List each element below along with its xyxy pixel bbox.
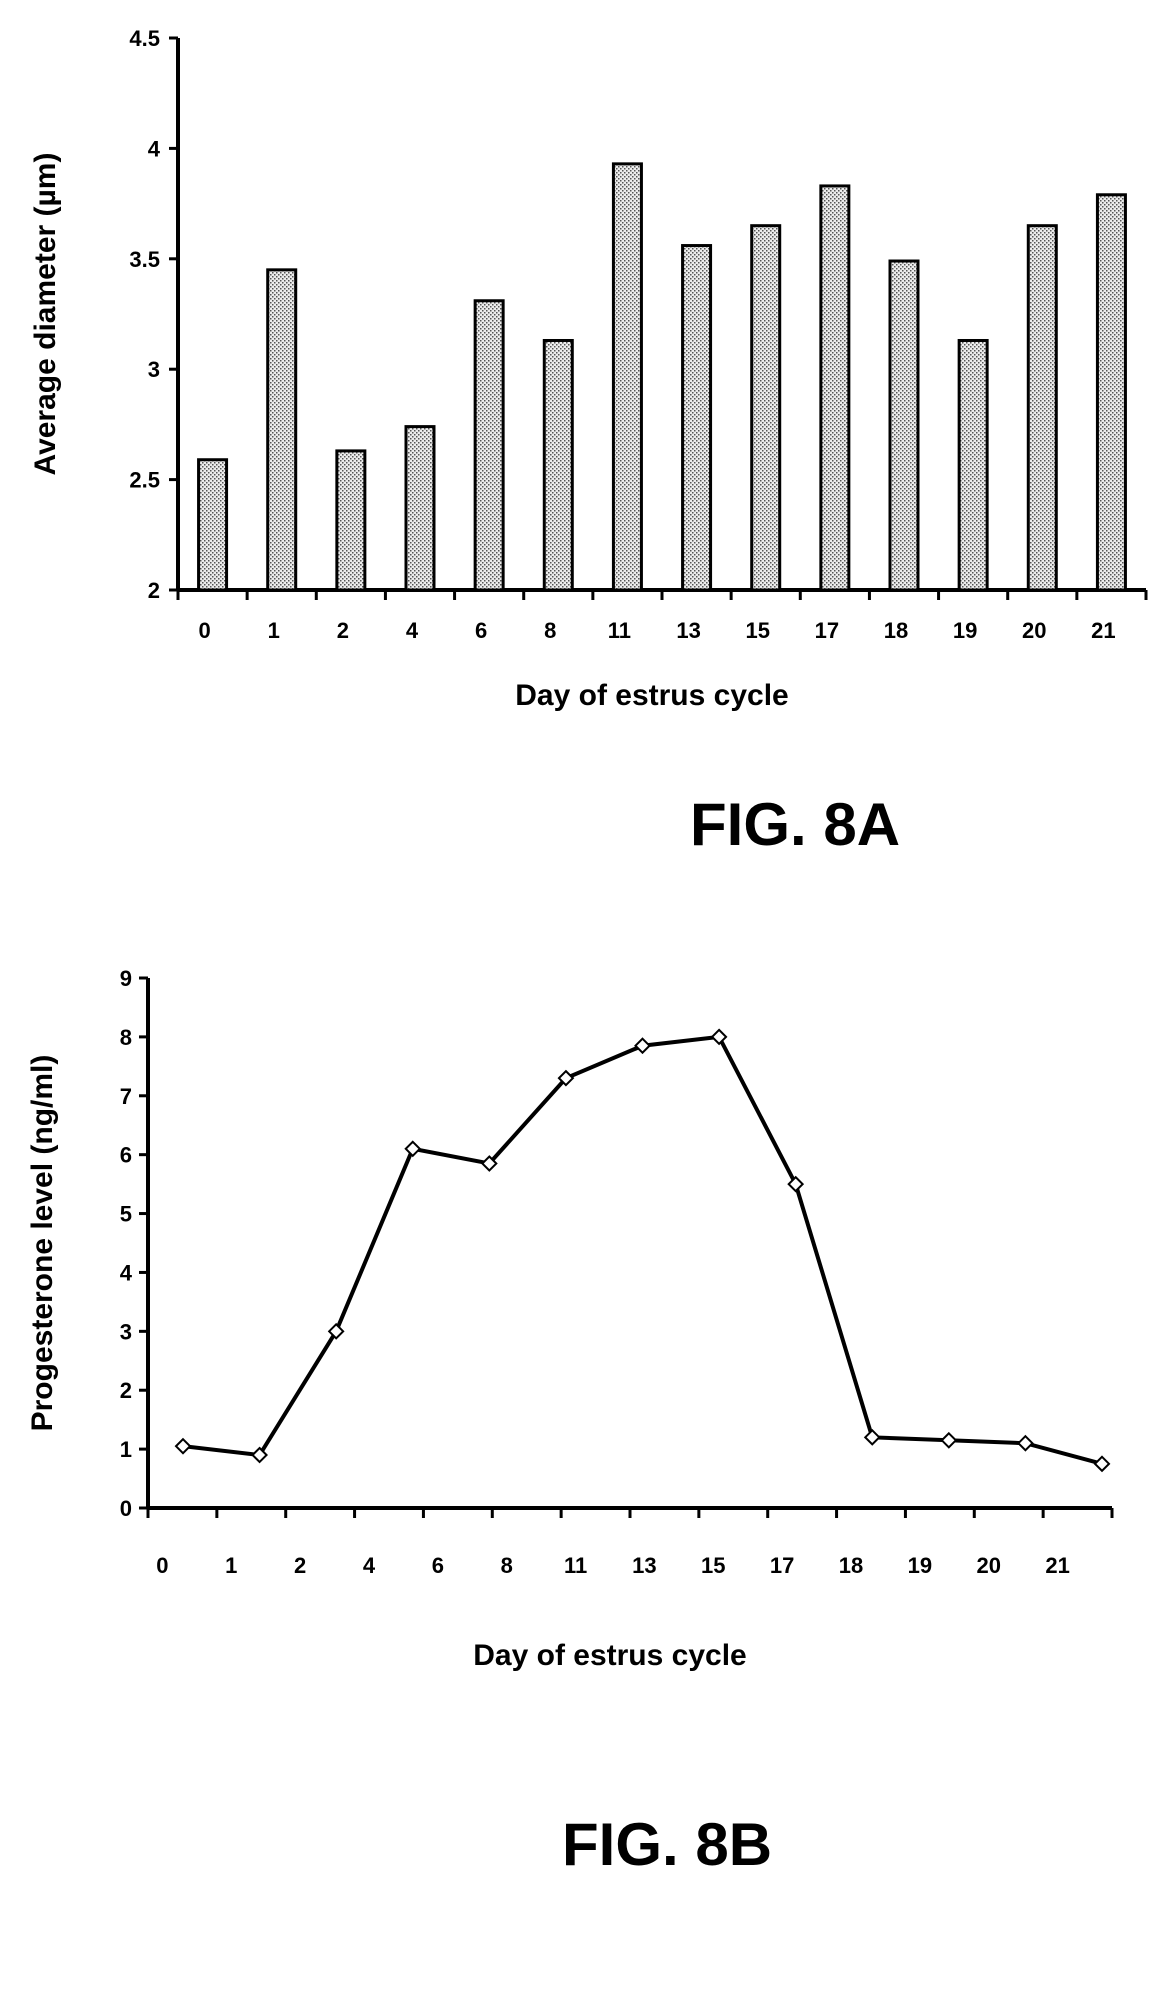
data-point [710,1028,728,1046]
x-tick-label: 11 [608,618,631,643]
data-point [940,1431,958,1449]
data-point [1017,1434,1034,1452]
y-tick-label: 3 [120,1319,132,1344]
x-axis-title: Day of estrus cycle [515,679,788,712]
x-tick-label: 19 [953,618,977,643]
y-tick-label: 9 [120,966,132,991]
x-tick-label: 13 [676,618,700,643]
bar-day-15 [750,224,782,592]
bar-day-0 [197,458,229,592]
bar-day-1 [266,268,298,592]
x-tick-label: 2 [294,1553,306,1578]
bar-day-19 [957,338,989,592]
y-tick-label: 6 [120,1143,132,1168]
bar-day-21 [1095,193,1127,592]
progesterone-series-line [182,1034,1103,1466]
data-point [327,1322,345,1340]
bar-day-6 [473,299,505,592]
bar-day-8 [542,338,574,592]
x-tick-label: 18 [884,618,908,643]
y-tick-label: 2 [120,1378,132,1403]
y-tick-label: 4.5 [129,26,160,51]
y-axis-title: Average diameter (µm) [29,153,62,476]
y-tick-label: 0 [120,1496,132,1521]
y-tick-label: 4 [148,136,161,161]
x-tick-label: 4 [406,618,419,643]
x-axis-title: Day of estrus cycle [473,1639,746,1672]
x-tick-label: 18 [839,1553,863,1578]
bar-day-13 [681,244,713,592]
x-tick-label: 20 [1022,618,1046,643]
y-tick-label: 4 [120,1260,133,1285]
y-tick-label: 3.5 [129,247,160,272]
bar-day-17 [819,184,851,592]
x-tick-label: 8 [501,1553,513,1578]
x-tick-label: 6 [432,1553,444,1578]
x-tick-label: 8 [544,618,556,643]
y-tick-label: 3 [148,357,160,382]
data-point [480,1155,498,1172]
data-point [634,1037,651,1055]
x-tick-label: 11 [564,1553,587,1578]
y-tick-label: 7 [120,1084,132,1109]
bar-day-11 [611,162,643,592]
x-tick-label: 17 [815,618,839,643]
bar-day-20 [1026,224,1058,592]
data-point [863,1428,881,1446]
x-tick-label: 1 [268,618,280,643]
x-tick-label: 19 [908,1553,932,1578]
x-tick-label: 0 [156,1553,168,1578]
x-tick-label: 15 [745,618,769,643]
x-tick-label: 2 [337,618,349,643]
x-tick-label: 21 [1091,618,1115,643]
bar-day-2 [335,449,367,592]
y-tick-label: 5 [120,1202,132,1227]
data-point [404,1140,422,1158]
x-tick-label: 15 [701,1553,725,1578]
figure-label-8a: FIG. 8A [690,791,901,858]
x-tick-label: 6 [475,618,487,643]
x-tick-label: 4 [363,1553,376,1578]
bar-day-18 [888,259,920,592]
x-tick-label: 21 [1045,1553,1069,1578]
x-tick-label: 0 [198,618,210,643]
data-point [174,1437,192,1455]
x-tick-label: 17 [770,1553,794,1578]
y-tick-label: 2.5 [129,468,160,493]
data-point [251,1446,268,1464]
x-tick-label: 20 [976,1553,1000,1578]
y-tick-label: 1 [120,1437,132,1462]
bar-day-4 [404,425,436,592]
y-tick-label: 2 [148,578,160,603]
data-point [557,1069,575,1087]
x-tick-label: 1 [225,1553,237,1578]
x-tick-label: 13 [632,1553,656,1578]
data-point [787,1175,805,1193]
data-point [1093,1455,1111,1473]
figure-label-8b: FIG. 8B [562,1811,773,1878]
y-tick-label: 8 [120,1025,132,1050]
y-axis-title: Progesterone level (ng/ml) [26,1055,59,1432]
